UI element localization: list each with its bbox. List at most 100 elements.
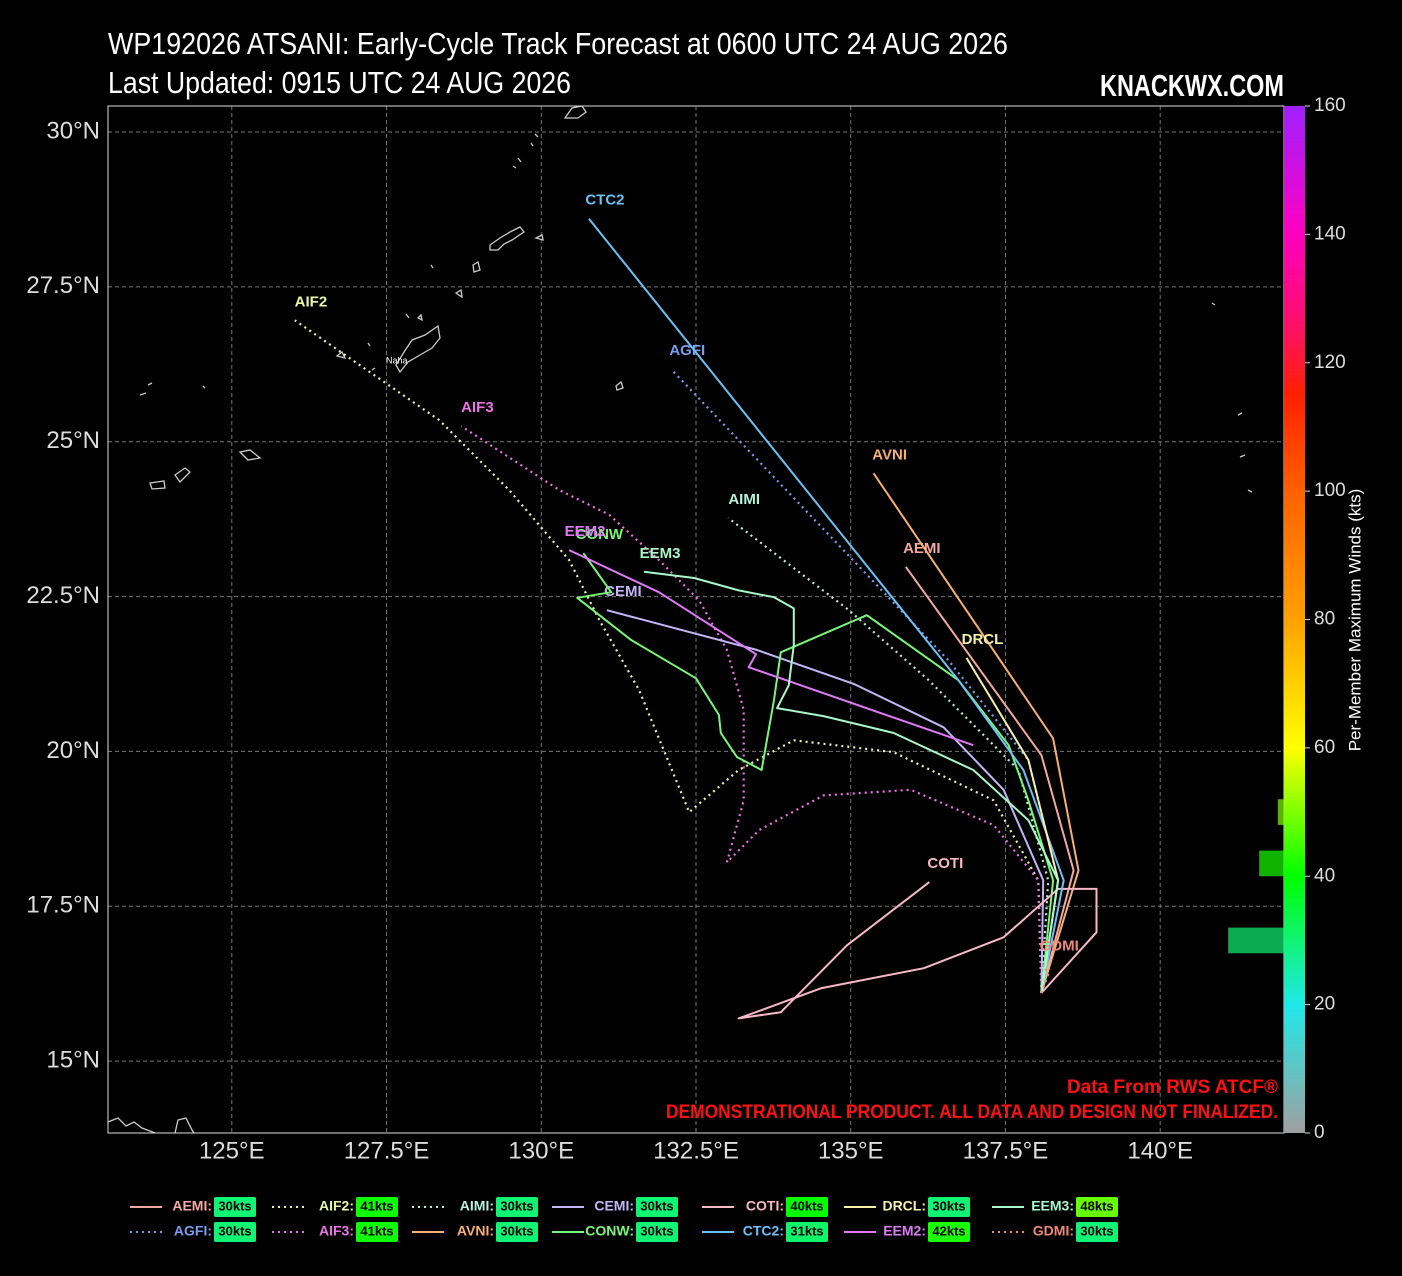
legend-wind-label: 41kts xyxy=(360,1198,393,1213)
legend-label: AVNI: xyxy=(457,1223,494,1239)
brand: KNACKWX.COM xyxy=(1100,68,1284,103)
legend-label: CEMI: xyxy=(594,1198,634,1214)
y-tick-label: 15°N xyxy=(46,1046,100,1073)
track-label: AEMI xyxy=(903,540,941,557)
legend-wind-box xyxy=(928,1222,970,1242)
colorbar-tick-label: 20 xyxy=(1314,994,1335,1015)
histogram-bar xyxy=(1228,927,1284,954)
legend-wind-label: 48kts xyxy=(1080,1198,1113,1213)
track-label: AIF3 xyxy=(461,399,494,416)
colorbar xyxy=(1284,106,1305,1133)
colorbar-tick-label: 60 xyxy=(1314,737,1335,758)
y-tick-label: 20°N xyxy=(46,737,100,764)
colorbar-tick-label: 140 xyxy=(1314,223,1346,244)
y-tick-label: 27.5°N xyxy=(26,272,100,299)
legend-wind-label: 30kts xyxy=(500,1223,533,1238)
track-label: EEM3 xyxy=(640,545,681,562)
track-line xyxy=(904,566,1075,994)
legend-wind-box xyxy=(214,1197,256,1217)
legend-label: AEMI: xyxy=(172,1198,212,1214)
x-tick-label: 140°E xyxy=(1127,1137,1193,1164)
track-line xyxy=(1040,964,1050,994)
x-tick-label: 130°E xyxy=(508,1137,574,1164)
grid xyxy=(108,106,1284,1133)
tracks: AEMI AGFI AIF2 AIF3 AIMI AVNI CEMI CONW COTI CTC2… xyxy=(294,192,1098,1020)
legend-wind-box xyxy=(636,1197,678,1217)
track-label: CEMI xyxy=(604,583,642,600)
legend-wind-label: 30kts xyxy=(932,1198,965,1213)
legend: AEMI: 30kts AGFI: 30kts AIF2: 41kts AIF3: 41kts… xyxy=(130,1197,1118,1242)
track-label: GDMI xyxy=(1040,937,1079,954)
legend-wind-label: 41kts xyxy=(360,1223,393,1238)
legend-label: EEM3: xyxy=(1031,1198,1074,1214)
legend-wind-box xyxy=(214,1222,256,1242)
x-tick-label: 135°E xyxy=(818,1137,884,1164)
track-label: EEM2 xyxy=(565,523,606,540)
chart-title: WP192026 ATSANI: Early-Cycle Track Forec… xyxy=(108,26,1008,61)
legend-label: AIF3: xyxy=(319,1223,354,1239)
track-label: AIMI xyxy=(728,491,760,508)
track-label: AGFI xyxy=(669,342,705,359)
legend-wind-box xyxy=(496,1222,538,1242)
histogram-bar xyxy=(1277,799,1284,825)
colorbar-tick-label: 0 xyxy=(1314,1122,1325,1143)
legend-label: COTI: xyxy=(746,1198,784,1214)
legend-wind-label: 30kts xyxy=(218,1223,251,1238)
track-label: CTC2 xyxy=(585,192,624,209)
x-tick-label: 132.5°E xyxy=(653,1137,739,1164)
credit: Data From RWS ATCF® xyxy=(1067,1077,1278,1098)
legend-label: GDMI: xyxy=(1033,1223,1074,1239)
track-line xyxy=(872,472,1080,994)
track-line xyxy=(670,368,1060,994)
x-tick-label: 137.5°E xyxy=(963,1137,1049,1164)
legend-wind-box xyxy=(356,1222,398,1242)
legend-label: DRCL: xyxy=(882,1198,926,1214)
legend-wind-box xyxy=(786,1222,828,1242)
y-tick-label: 25°N xyxy=(46,427,100,454)
colorbar-tick-label: 120 xyxy=(1314,352,1346,373)
legend-label: AIF2: xyxy=(319,1198,354,1214)
legend-wind-label: 30kts xyxy=(1080,1223,1113,1238)
legend-label: AIMI: xyxy=(460,1198,494,1214)
track-line xyxy=(568,549,974,747)
colorbar-tick-label: 40 xyxy=(1314,865,1335,886)
legend-wind-box xyxy=(1076,1197,1118,1217)
y-tick-label: 30°N xyxy=(46,117,100,144)
track-label: DRCL xyxy=(962,631,1004,648)
legend-wind-box xyxy=(496,1197,538,1217)
legend-wind-box xyxy=(1076,1222,1118,1242)
track-label: AIF2 xyxy=(295,293,328,310)
legend-wind-label: 40kts xyxy=(790,1198,823,1213)
track-line xyxy=(294,319,1043,994)
legend-wind-box xyxy=(928,1197,970,1217)
legend-label: CTC2: xyxy=(743,1223,784,1239)
track-line xyxy=(727,517,1050,994)
chart-subtitle: Last Updated: 0915 UTC 24 AUG 2026 xyxy=(108,65,571,100)
y-tick-label: 17.5°N xyxy=(26,892,100,919)
track-line xyxy=(460,425,1043,994)
track-line xyxy=(588,218,1065,994)
colorbar-tick-label: 160 xyxy=(1314,95,1346,116)
disclaimer: DEMONSTRATIONAL PRODUCT. ALL DATA AND DE… xyxy=(666,1102,1278,1123)
legend-label: CONW: xyxy=(585,1223,634,1239)
track-line xyxy=(576,552,1055,994)
colorbar-label: Per-Member Maximum Winds (kts) xyxy=(1345,489,1364,752)
legend-wind-label: 30kts xyxy=(640,1223,673,1238)
legend-wind-label: 30kts xyxy=(500,1198,533,1213)
track-line xyxy=(606,609,1045,994)
legend-wind-label: 42kts xyxy=(932,1223,965,1238)
legend-label: EEM2: xyxy=(883,1223,926,1239)
track-label: COTI xyxy=(927,855,963,872)
x-tick-label: 127.5°E xyxy=(344,1137,430,1164)
legend-wind-label: 30kts xyxy=(640,1198,673,1213)
x-tick-label: 125°E xyxy=(199,1137,265,1164)
legend-label: AGFI: xyxy=(174,1223,212,1239)
legend-wind-label: 31kts xyxy=(790,1223,823,1238)
track-label: AVNI xyxy=(872,446,907,463)
legend-wind-label: 30kts xyxy=(218,1198,251,1213)
legend-wind-box xyxy=(786,1197,828,1217)
track-line xyxy=(643,570,1060,994)
colorbar-tick-label: 100 xyxy=(1314,480,1346,501)
track-line xyxy=(737,881,1098,1020)
colorbar-tick-label: 80 xyxy=(1314,609,1335,630)
